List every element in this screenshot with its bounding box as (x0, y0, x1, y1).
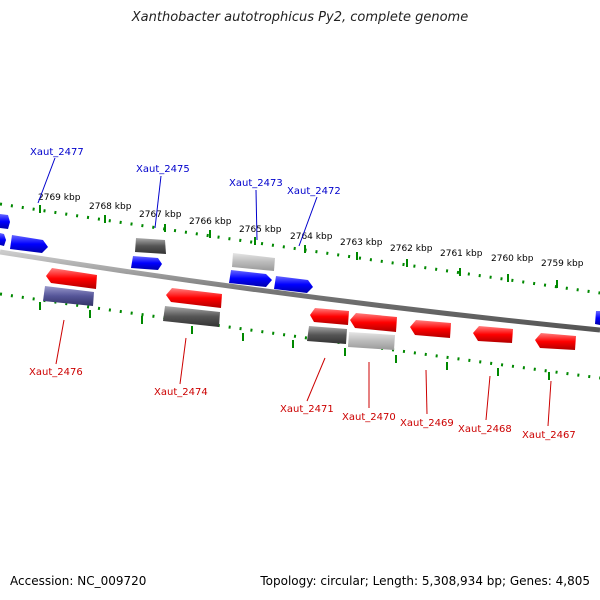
gene-arrow-reverse[interactable] (310, 308, 349, 325)
gene-label[interactable]: Xaut_2468 (458, 424, 512, 435)
gene-arrow-forward[interactable] (229, 270, 272, 287)
scale-label: 2763 kbp (340, 238, 383, 248)
gene-arrow-forward[interactable] (0, 214, 10, 229)
scale-label: 2764 kbp (290, 232, 333, 242)
scale-label: 2768 kbp (89, 202, 132, 212)
gene-arrow-reverse[interactable] (350, 313, 397, 332)
reverse-leaders (55, 319, 552, 427)
gene-arrow-reverse[interactable] (163, 306, 220, 327)
gene-arrow-reverse[interactable] (410, 320, 451, 338)
forward-leaders (37, 157, 318, 247)
forward-labels: Xaut_2477 Xaut_2475 Xaut_2473 Xaut_2472 (30, 147, 341, 197)
gene-label[interactable]: Xaut_2475 (136, 164, 190, 175)
reverse-labels: Xaut_2476 Xaut_2474 Xaut_2471 Xaut_2470 … (29, 367, 576, 441)
gene-arrow-reverse[interactable] (43, 286, 94, 306)
scale-label: 2761 kbp (440, 249, 483, 259)
gene-arrow-reverse[interactable] (348, 332, 395, 350)
gene-arrow-reverse[interactable] (307, 326, 347, 344)
gene-label[interactable]: Xaut_2469 (400, 418, 454, 429)
scale-label: 2769 kbp (38, 193, 81, 203)
gene-arrow-forward[interactable] (0, 233, 6, 246)
gene-arrow-forward[interactable] (10, 235, 48, 253)
scale-ticks-lower (0, 292, 600, 380)
gene-arrow-reverse[interactable] (473, 326, 513, 343)
gene-label[interactable]: Xaut_2470 (342, 412, 396, 423)
gene-arrow-reverse[interactable] (46, 268, 97, 289)
scale-label: 2765 kbp (239, 225, 282, 235)
gene-arrow-reverse[interactable] (166, 288, 222, 308)
gene-label[interactable]: Xaut_2472 (287, 186, 341, 197)
gene-arrow-forward[interactable] (131, 256, 162, 270)
accession-text: Accession: NC_009720 (10, 574, 147, 588)
gene-label[interactable]: Xaut_2474 (154, 387, 208, 398)
page-title: Xanthobacter autotrophicus Py2, complete… (131, 10, 469, 25)
gene-label[interactable]: Xaut_2476 (29, 367, 83, 378)
scale-label: 2767 kbp (139, 210, 182, 220)
gene-label[interactable]: Xaut_2477 (30, 147, 84, 158)
gene-arrow-reverse[interactable] (535, 333, 576, 350)
scale-label: 2760 kbp (491, 254, 534, 264)
scale-label: 2762 kbp (390, 244, 433, 254)
gene-arrow-forward[interactable] (135, 238, 166, 254)
gene-label[interactable]: Xaut_2473 (229, 178, 283, 189)
gene-label[interactable]: Xaut_2471 (280, 404, 334, 415)
gene-arrow-forward[interactable] (595, 311, 600, 325)
genome-backbone (0, 249, 600, 333)
genome-summary: Topology: circular; Length: 5,308,934 bp… (260, 574, 590, 588)
reverse-genes (43, 268, 576, 350)
gene-arrow-forward[interactable] (232, 253, 275, 271)
gene-label[interactable]: Xaut_2467 (522, 430, 576, 441)
forward-genes (0, 214, 600, 325)
scale-label: 2766 kbp (189, 217, 232, 227)
scale-labels: 2769 kbp 2768 kbp 2767 kbp 2766 kbp 2765… (38, 193, 584, 269)
scale-ticks-upper (0, 202, 600, 295)
gene-arrow-forward[interactable] (274, 276, 313, 293)
scale-label: 2759 kbp (541, 259, 584, 269)
